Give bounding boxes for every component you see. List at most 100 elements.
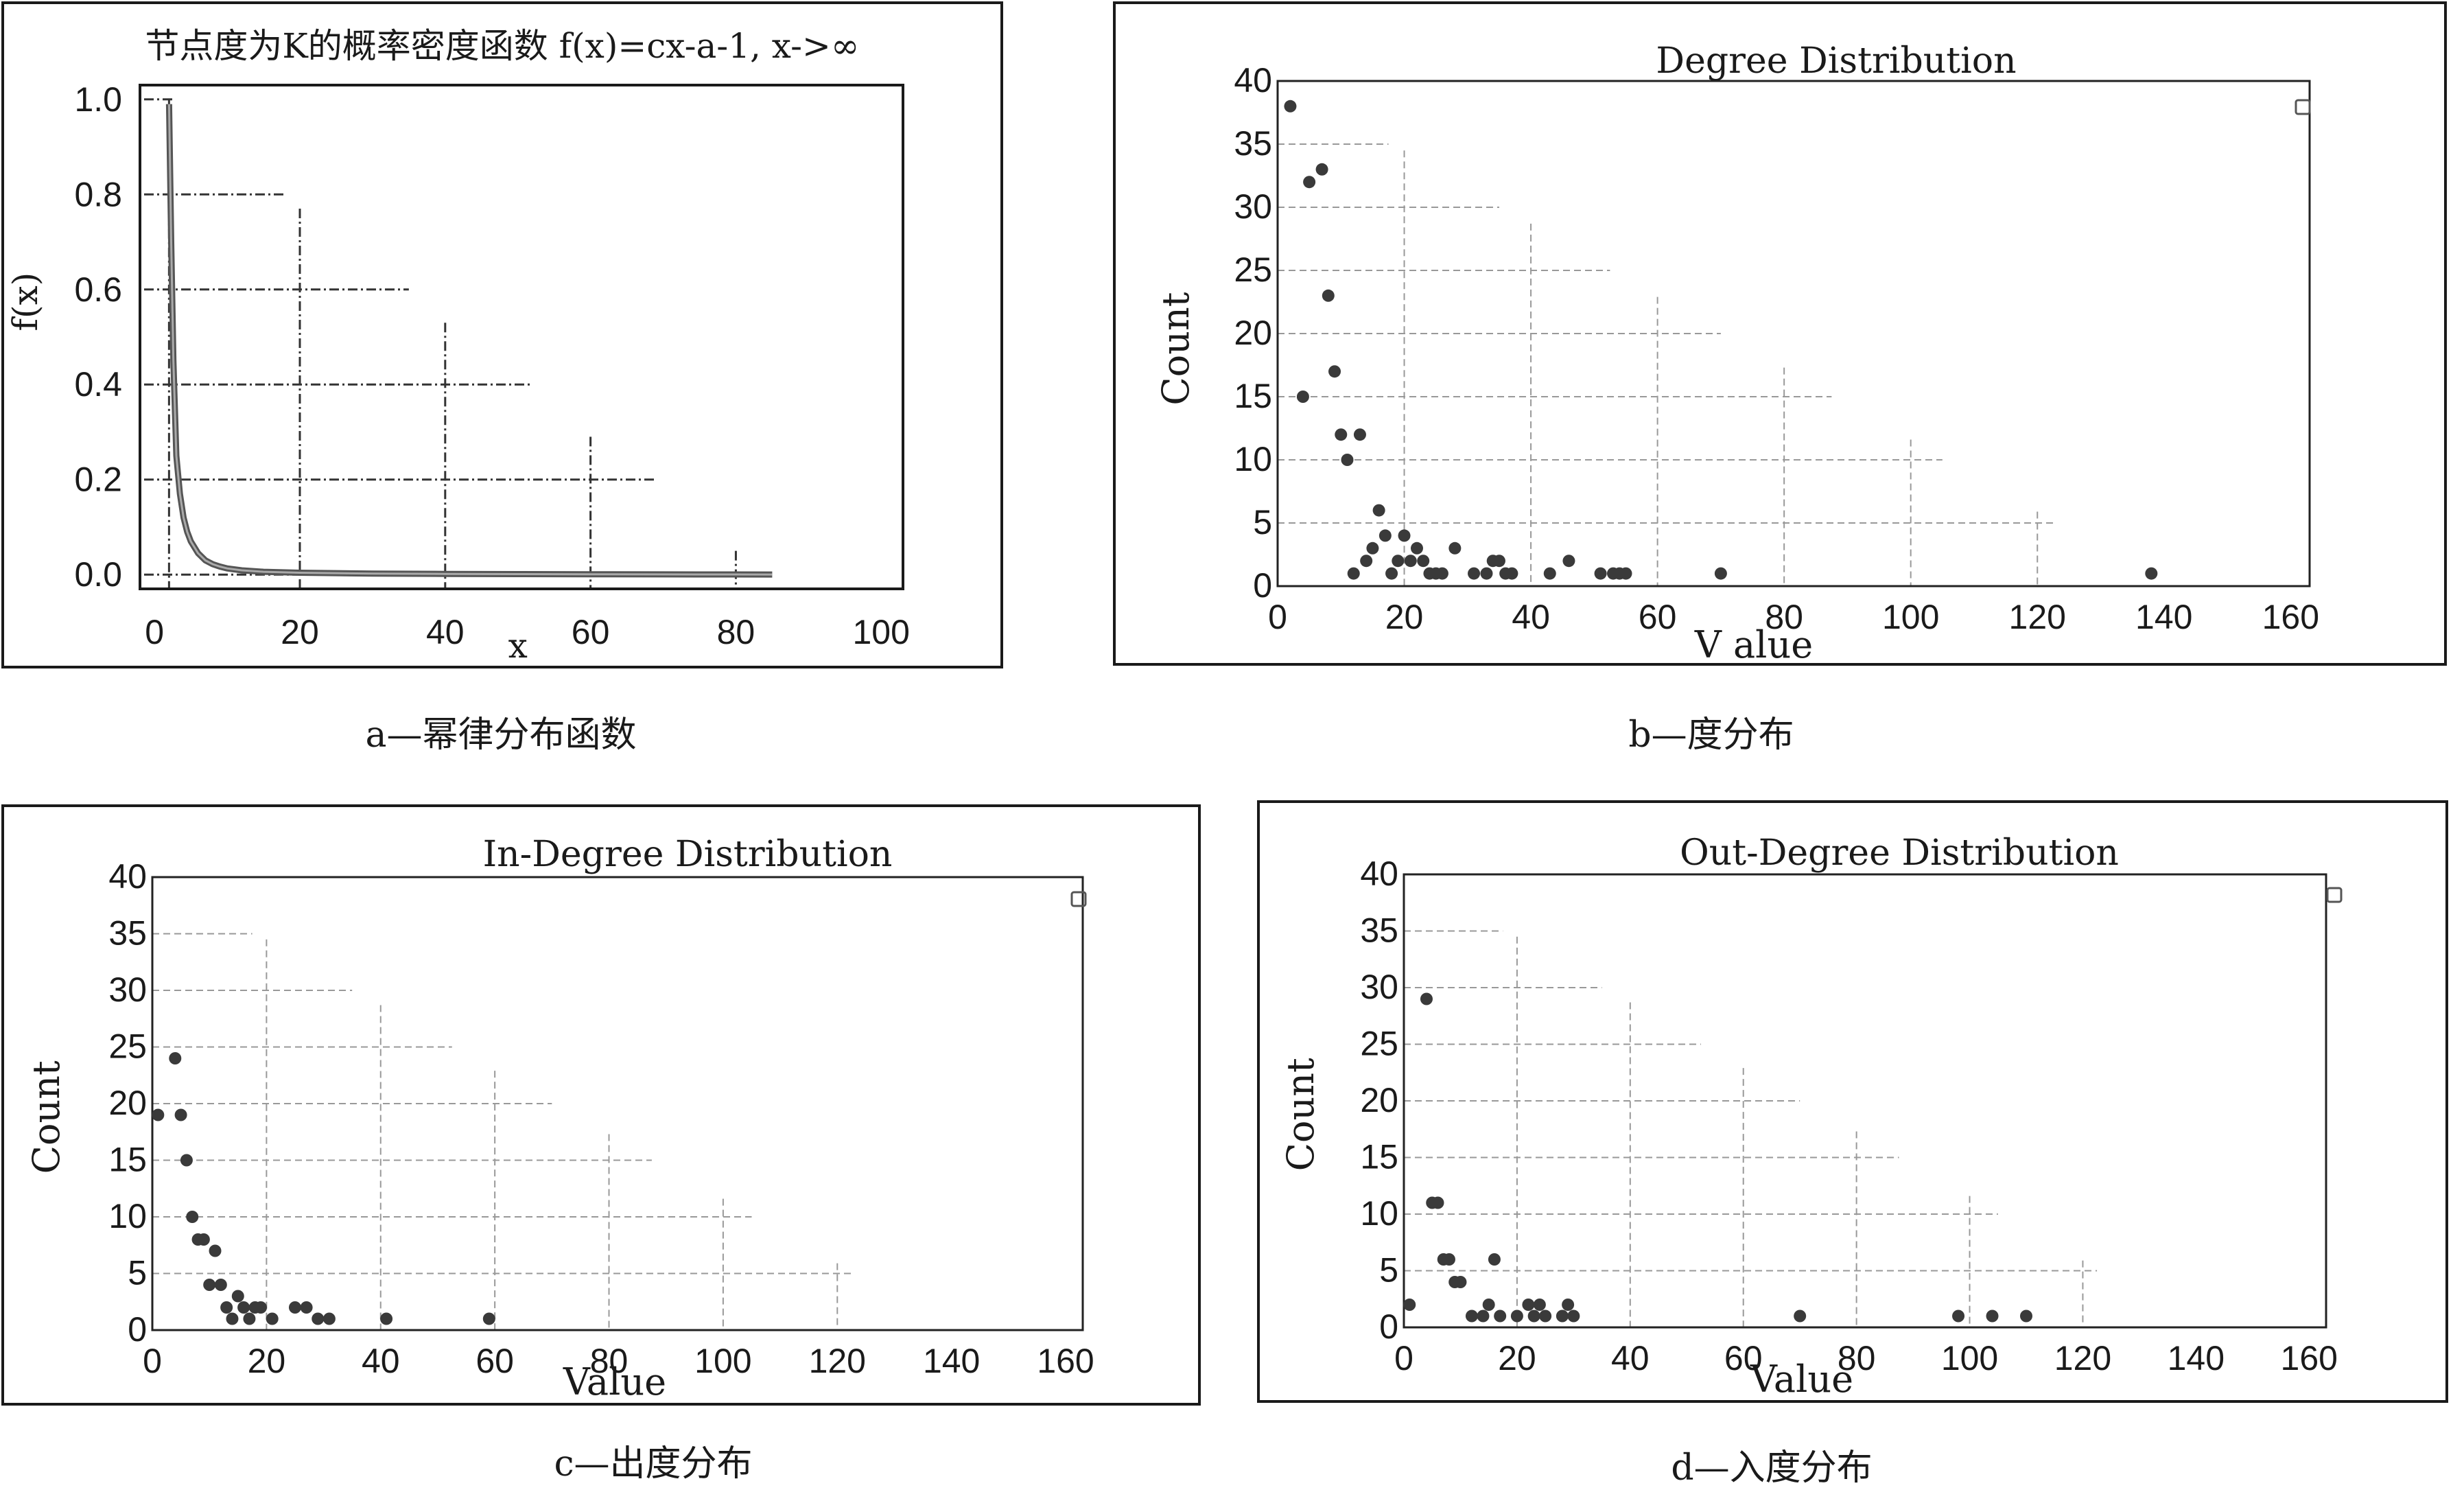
data-point	[1366, 542, 1379, 555]
data-point	[1410, 542, 1423, 555]
plot-frame	[139, 84, 904, 590]
data-point	[214, 1279, 227, 1291]
y-tick-label: 0.0	[74, 555, 122, 594]
y-tick-label: 25	[108, 1027, 147, 1066]
y-tick-label: 15	[1234, 377, 1272, 415]
x-tick-label: 80	[717, 613, 755, 651]
x-tick-label: 120	[2054, 1339, 2111, 1377]
y-tick-label: 25	[1360, 1025, 1398, 1063]
data-point	[300, 1301, 313, 1314]
y-tick-label: 15	[1360, 1138, 1398, 1176]
data-point	[1480, 567, 1493, 580]
x-tick-label: 40	[362, 1342, 400, 1380]
y-tick-label: 0.6	[74, 270, 122, 309]
data-point	[1296, 391, 1309, 403]
data-point	[1510, 1309, 1523, 1323]
x-axis-label: Value	[1750, 1358, 1853, 1400]
data-point	[180, 1154, 193, 1167]
chart-panel-b: Degree Distribution 0 20 40 60 80 100 120 140 160…	[1113, 1, 2447, 666]
data-point	[169, 1052, 182, 1064]
caption-c: c—出度分布	[554, 1443, 753, 1485]
x-tick-label: 120	[809, 1342, 866, 1380]
data-point	[1477, 1309, 1490, 1323]
x-tick-label: 140	[2135, 598, 2192, 636]
y-tick-label: 5	[1253, 503, 1272, 542]
data-point	[266, 1312, 279, 1325]
x-tick-label: 160	[1037, 1342, 1094, 1380]
data-point	[2145, 567, 2158, 580]
chart-a-svg: 节点度为K的概率密度函数 f(x)=cx-a-1, x->∞ 0 20 40 60 80 1…	[5, 26, 910, 666]
y-tick-label: 0	[1379, 1307, 1398, 1346]
data-point	[186, 1211, 199, 1223]
data-point	[1619, 567, 1632, 580]
y-tick-label: 35	[1360, 911, 1398, 950]
x-tick-label: 0	[1268, 598, 1287, 636]
chart-title: Degree Distribution	[1656, 40, 2016, 82]
y-tick-label: 0	[128, 1310, 147, 1349]
data-point	[288, 1301, 301, 1314]
y-tick-label: 0.8	[74, 175, 122, 213]
chart-title: Out-Degree Distribution	[1680, 833, 2119, 874]
data-point	[1562, 555, 1575, 568]
data-point	[1465, 1309, 1478, 1323]
chart-panel-c: In-Degree Distribution 0 20 40 60 80 100 120 140…	[1, 804, 1201, 1406]
series-line	[165, 104, 773, 578]
data-point	[1315, 163, 1328, 176]
x-tick-label: 20	[248, 1342, 286, 1380]
x-tick-label: 0	[143, 1342, 162, 1380]
data-point	[1385, 567, 1398, 580]
data-point	[220, 1301, 233, 1314]
caption-d: d—入度分布	[1671, 1447, 1873, 1489]
y-tick-label: 5	[1379, 1251, 1398, 1290]
data-point	[1372, 504, 1385, 517]
chart-title: In-Degree Distribution	[483, 834, 893, 875]
data-point	[1442, 1253, 1455, 1266]
data-point	[1556, 1309, 1569, 1323]
y-tick-label: 1.0	[74, 80, 122, 119]
data-point	[1505, 567, 1518, 580]
data-point	[1360, 555, 1373, 568]
data-point	[1454, 1276, 1467, 1288]
y-tick-label: 5	[128, 1254, 147, 1292]
x-tick-label: 160	[2262, 598, 2319, 636]
y-tick-label: 15	[108, 1141, 147, 1179]
data-point	[1527, 1309, 1540, 1323]
series-line-highlight	[167, 104, 773, 576]
data-point	[1328, 365, 1341, 378]
x-tick-label: 100	[1941, 1339, 1998, 1377]
data-point	[322, 1312, 336, 1325]
data-point	[152, 1108, 165, 1121]
x-tick-label: 140	[2168, 1339, 2225, 1377]
y-tick-label: 20	[1234, 314, 1272, 352]
data-point	[1431, 1196, 1444, 1209]
y-tick-label: 0.4	[74, 365, 122, 404]
data-point	[237, 1301, 250, 1314]
y-tick-label: 30	[1360, 968, 1398, 1006]
y-tick-label: 25	[1234, 251, 1272, 289]
data-point	[1417, 555, 1430, 568]
y-tick-label: 35	[108, 914, 147, 953]
data-point	[203, 1279, 216, 1291]
data-point	[1952, 1309, 1965, 1323]
x-tick-label: 40	[1512, 598, 1550, 636]
data-point	[1594, 567, 1607, 580]
data-point	[1353, 428, 1366, 441]
data-point	[1539, 1309, 1552, 1323]
y-tick-label: 35	[1234, 124, 1272, 163]
data-point	[1284, 100, 1297, 113]
data-point	[1420, 992, 1433, 1005]
data-point	[243, 1312, 256, 1325]
data-point	[1347, 567, 1360, 580]
x-tick-label: 80	[590, 1342, 629, 1380]
x-tick-label: 60	[1639, 598, 1677, 636]
x-tick-label: 40	[1611, 1339, 1650, 1377]
legend-box-icon	[2295, 99, 2311, 115]
x-tick-label: 20	[281, 613, 319, 651]
y-tick-label: 10	[108, 1197, 147, 1235]
data-point	[1403, 1299, 1416, 1311]
data-point	[1488, 1253, 1501, 1266]
caption-a: a—幂律分布函数	[365, 714, 637, 756]
legend-box-icon	[1070, 891, 1087, 907]
